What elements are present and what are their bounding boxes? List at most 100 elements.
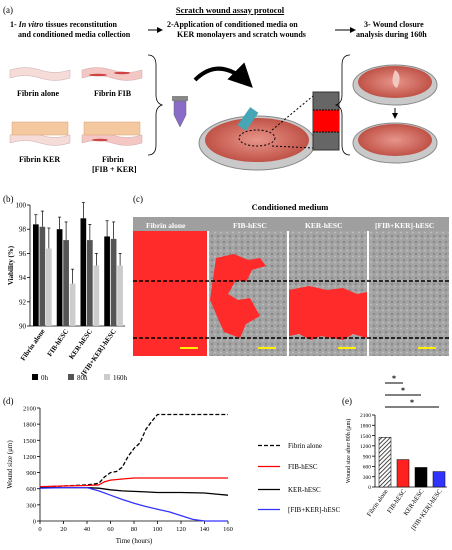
series-line [39,477,228,488]
image-ker-hesc [289,231,367,356]
step1-line2: and conditioned media collection [18,30,131,39]
tissue-label-2: Fibrin KER [19,155,61,164]
y-tick-label: 1800 [360,423,371,429]
panel-c-label: (c) [133,194,143,204]
bar [33,224,39,326]
dish-open-wound [352,64,438,106]
series-line [39,413,228,488]
bar [39,226,46,326]
tube-icon [172,96,188,128]
image-header-bar [133,217,449,231]
x-tick-label: 80 [131,526,138,533]
image-label-1: FIB-hESC [233,221,267,230]
legend-swatch [68,374,74,380]
bar [110,238,117,326]
y-tick-label: 0 [368,485,371,491]
x-tick-label: 120 [176,526,186,533]
x-axis-label: Time (hours) [116,537,153,545]
tissue-fibrin-ker [9,121,71,146]
significance-star: * [401,386,405,395]
panel-b-label: (b) [3,194,14,204]
legend-label: 0h [41,374,49,382]
y-tick-label: 900 [26,470,36,477]
image-label-2: KER-hESC [305,221,343,230]
category-label: Fibrin alone [366,488,390,518]
x-tick-label: 100 [153,526,163,533]
bar [46,248,52,326]
x-tick-label: 140 [200,526,210,533]
step2-line1: 2-Application of conditioned media on [167,20,298,29]
image-fibrin-alone [133,231,207,356]
x-tick-label: 20 [60,526,67,533]
panel-e-label: (e) [342,396,352,406]
x-tick-label: 0 [38,526,41,533]
legend-label: [FIB+KER]-hESC [288,506,341,514]
legend-label: 160h [113,374,128,382]
step3-line2: analysis during 160h [356,30,427,39]
y-tick-label: 300 [363,475,372,481]
x-tick-label: 60 [107,526,114,533]
y-tick-label: 600 [363,465,372,471]
step1-line1: 1- In vitro tissues reconstitution [10,20,117,29]
y-tick-label: 1200 [23,454,36,461]
tissue-fibrin-alone [9,67,71,81]
tissue-label-1: Fibrin FIB [94,89,132,98]
bar [56,229,63,326]
y-tick-label: 2100 [360,413,371,419]
tissue-label-4: [FIB + KER] [92,165,137,174]
y-tick-label: 1200 [360,444,371,450]
legend-label: KER-hESC [288,486,321,494]
culture-dish [198,107,316,171]
y-tick-label: 100 [16,202,27,210]
y-tick-label: 2100 [23,406,36,413]
y-tick-label: 94 [19,274,27,282]
significance-star: * [410,398,414,407]
legend-label: Fibrin alone [288,442,322,450]
y-tick-label: 96 [19,250,27,258]
x-tick-label: 40 [84,526,91,533]
bar [378,437,392,488]
tissue-fibrin-fib [81,67,143,81]
bar [104,236,110,326]
y-tick-label: 900 [363,454,372,460]
conditioned-medium-title: Conditioned medium [251,202,329,212]
bar [414,467,428,488]
legend-label: FIB-hESC [288,463,318,471]
y-axis-label: Viability (%) [7,245,15,285]
significance-star: * [392,374,396,383]
image-fib-hesc [209,231,287,356]
y-axis-label: Wound size (μm) [6,440,14,489]
panel-a-label: (a) [3,5,13,15]
series-line [39,486,228,522]
y-tick-label: 0 [33,519,36,526]
panel-d-label: (d) [3,396,14,406]
step2-line2: KER monolayers and scratch wounds [177,30,306,39]
y-tick-label: 98 [19,226,27,234]
protocol-diagram [9,27,438,171]
bar [69,283,76,326]
bar [432,471,446,488]
y-tick-label: 300 [26,502,36,509]
y-tick-label: 1800 [23,422,36,429]
bar [63,240,69,326]
y-tick-label: 1500 [23,438,36,445]
bar [87,240,93,326]
legend-label: 80h [77,374,88,382]
y-axis-label: Wound size after 80h (μm) [345,419,352,483]
bar [80,218,87,326]
bar [93,265,100,326]
bar [117,265,123,326]
image-label-3: [FIB+KER]-hESC [375,221,435,230]
x-tick-label: 160 [223,526,233,533]
y-tick-label: 90 [19,323,27,331]
y-tick-label: 600 [26,486,36,493]
tissue-label-0: Fibrin alone [17,89,60,98]
tissue-fibrin-fib-ker [81,121,143,146]
bar [396,459,410,488]
image-label-0: Fibrin alone [146,221,186,230]
tissue-label-3: Fibrin [102,155,124,164]
